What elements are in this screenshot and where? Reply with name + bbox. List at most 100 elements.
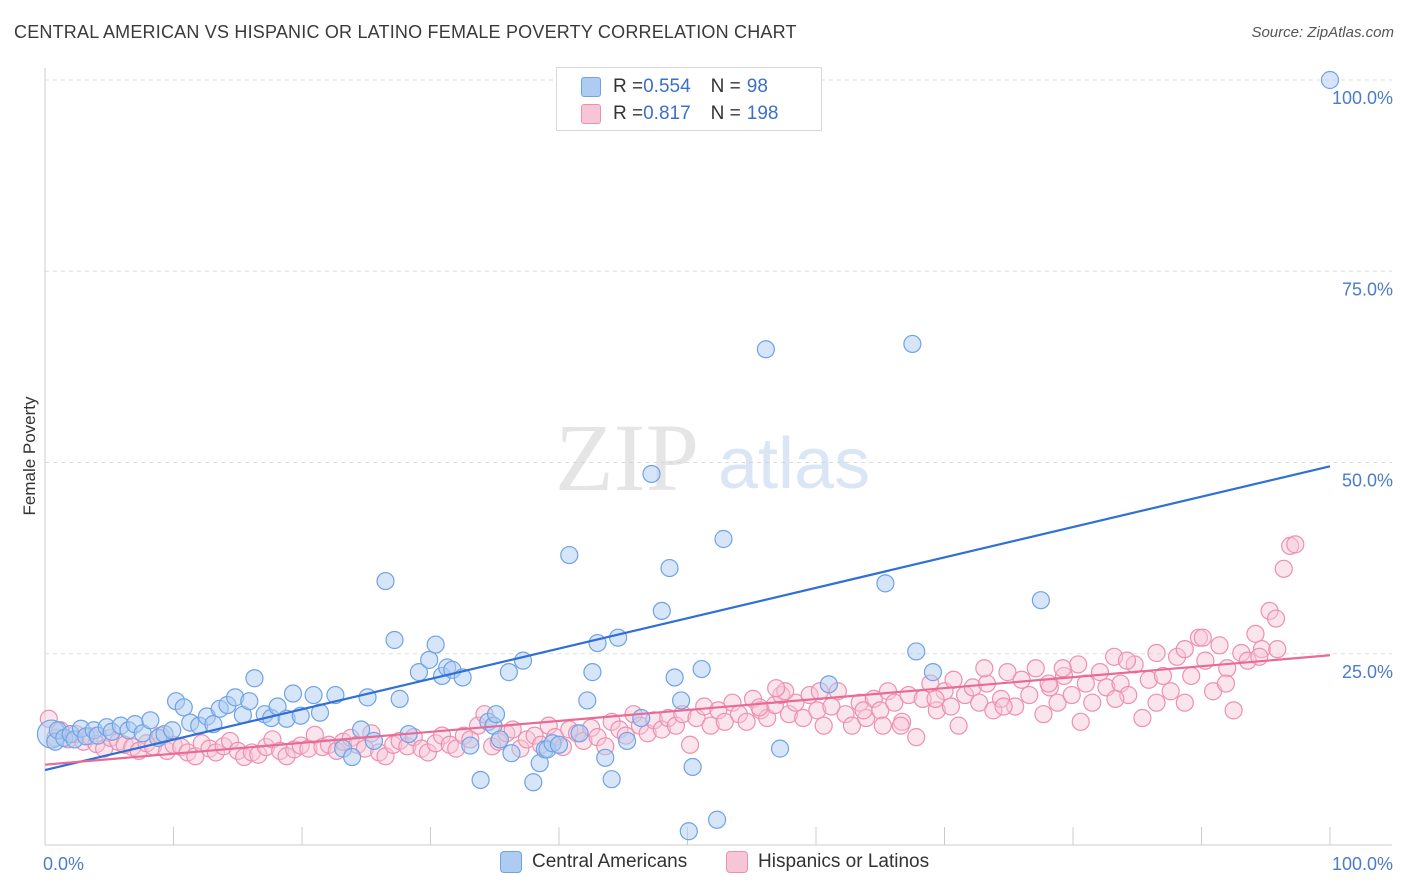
data-point-hispanic bbox=[949, 716, 968, 735]
data-point-central-american bbox=[426, 635, 445, 654]
data-point-hispanic bbox=[1189, 628, 1209, 647]
data-point-hispanic bbox=[1054, 666, 1074, 686]
data-point-hispanic bbox=[970, 693, 989, 712]
data-point-central-american bbox=[770, 739, 790, 758]
legend-n-value: 98 bbox=[746, 76, 768, 97]
data-point-central-american bbox=[549, 735, 569, 754]
data-point-hispanic bbox=[794, 708, 813, 728]
data-point-central-american bbox=[583, 663, 602, 682]
data-point-hispanic bbox=[1175, 693, 1194, 712]
data-point-hispanic bbox=[1106, 689, 1125, 708]
y-tick-labels: 25.0% 50.0% 75.0% 100.0% bbox=[1332, 88, 1393, 682]
bottom-legend-label: Hispanics or Latinos bbox=[758, 851, 930, 872]
data-point-hispanic bbox=[836, 705, 855, 724]
data-point-central-american bbox=[665, 668, 684, 687]
data-point-hispanic bbox=[1048, 693, 1067, 712]
data-point-hispanic bbox=[998, 663, 1017, 682]
data-point-central-american bbox=[343, 747, 362, 767]
data-point-central-american bbox=[618, 731, 637, 751]
data-point-hispanic bbox=[1224, 701, 1243, 720]
bottom-legend-swatch-pink bbox=[726, 851, 748, 873]
bottom-legend-label: Central Americans bbox=[532, 851, 688, 872]
data-point-hispanic bbox=[1062, 685, 1081, 705]
trend-line-central-americans bbox=[44, 465, 1331, 772]
data-point-central-american bbox=[502, 744, 521, 763]
x-tick-label: 100.0% bbox=[1332, 854, 1393, 874]
data-point-hispanic bbox=[588, 728, 607, 747]
data-point-hispanic bbox=[737, 712, 756, 731]
data-point-central-american bbox=[602, 770, 621, 789]
data-point-central-american bbox=[524, 773, 543, 792]
trend-line-hispanics bbox=[44, 654, 1331, 766]
data-point-central-american bbox=[570, 724, 589, 743]
data-point-central-american bbox=[609, 628, 628, 647]
data-point-central-american bbox=[692, 659, 711, 679]
data-point-hispanic bbox=[1218, 659, 1237, 678]
legend-n-value: 198 bbox=[746, 103, 779, 124]
data-point-central-american bbox=[642, 464, 661, 484]
data-point-hispanic bbox=[1117, 651, 1137, 670]
data-point-central-american bbox=[596, 748, 615, 767]
data-point-central-american bbox=[283, 684, 303, 703]
chart-title: CENTRAL AMERICAN VS HISPANIC OR LATINO F… bbox=[14, 22, 797, 42]
y-tick-label: 25.0% bbox=[1342, 662, 1393, 682]
data-point-central-american bbox=[304, 685, 323, 705]
data-point-hispanic bbox=[1083, 693, 1102, 712]
data-point-hispanic bbox=[1268, 640, 1287, 659]
data-point-central-american bbox=[141, 711, 160, 730]
data-point-hispanic bbox=[927, 701, 946, 720]
data-point-central-american bbox=[499, 663, 518, 682]
data-point-central-american bbox=[907, 642, 926, 661]
data-point-hispanic bbox=[1216, 674, 1236, 693]
y-tick-label: 50.0% bbox=[1342, 471, 1393, 491]
data-point-hispanic bbox=[941, 697, 961, 716]
data-point-central-american bbox=[714, 529, 733, 549]
legend-r-value: 0.817 bbox=[643, 103, 691, 124]
x-tick-label: 0.0% bbox=[43, 854, 84, 874]
data-point-central-american bbox=[903, 334, 922, 354]
data-point-hispanic bbox=[1034, 705, 1053, 724]
data-point-hispanic bbox=[808, 701, 827, 720]
data-point-hispanic bbox=[1210, 636, 1229, 655]
central-americans-points bbox=[36, 70, 1340, 841]
data-point-hispanic bbox=[750, 698, 769, 717]
data-point-hispanic bbox=[873, 716, 892, 735]
data-point-hispanic bbox=[907, 728, 926, 747]
data-point-hispanic bbox=[1161, 682, 1180, 701]
data-point-central-american bbox=[461, 736, 480, 755]
bottom-legend-central-americans: Central Americans bbox=[500, 851, 687, 873]
data-point-central-american bbox=[707, 810, 727, 829]
data-point-hispanic bbox=[1026, 659, 1045, 678]
legend-row-hispanics: R = 0.817 N = 198 bbox=[581, 101, 778, 127]
data-point-hispanic bbox=[854, 701, 873, 720]
data-point-hispanic bbox=[1090, 663, 1110, 682]
data-point-central-american bbox=[1320, 70, 1340, 90]
y-tick-label: 100.0% bbox=[1332, 88, 1393, 108]
axes bbox=[44, 68, 1392, 846]
legend-r-label: R = bbox=[613, 103, 644, 124]
data-point-hispanic bbox=[1133, 708, 1152, 728]
data-point-hispanic bbox=[1071, 712, 1090, 731]
data-point-hispanic bbox=[715, 712, 734, 731]
data-point-central-american bbox=[819, 675, 838, 694]
data-point-hispanic bbox=[779, 705, 799, 724]
data-point-hispanic bbox=[944, 670, 963, 689]
data-point-hispanic bbox=[1020, 685, 1039, 705]
legend: R = 0.554 N = 98 R = 0.817 N = 198 bbox=[556, 67, 822, 131]
data-point-central-american bbox=[578, 691, 597, 710]
data-point-hispanic bbox=[1246, 624, 1265, 643]
data-point-hispanic bbox=[885, 693, 904, 712]
data-point-hispanic bbox=[659, 708, 678, 728]
data-point-hispanic bbox=[1147, 693, 1166, 712]
data-point-hispanic bbox=[1153, 666, 1173, 686]
data-point-hispanic bbox=[1182, 666, 1201, 686]
data-point-hispanic bbox=[701, 716, 720, 735]
data-point-central-american bbox=[471, 770, 490, 790]
data-point-hispanic bbox=[1069, 655, 1088, 674]
legend-r-value: 0.554 bbox=[643, 76, 691, 97]
bottom-legend-hispanics: Hispanics or Latinos bbox=[726, 851, 929, 873]
bottom-legend: Central Americans Hispanics or Latinos bbox=[0, 851, 1406, 879]
data-point-central-american bbox=[679, 822, 698, 841]
data-point-hispanic bbox=[1167, 647, 1187, 666]
data-point-central-american bbox=[163, 721, 182, 740]
